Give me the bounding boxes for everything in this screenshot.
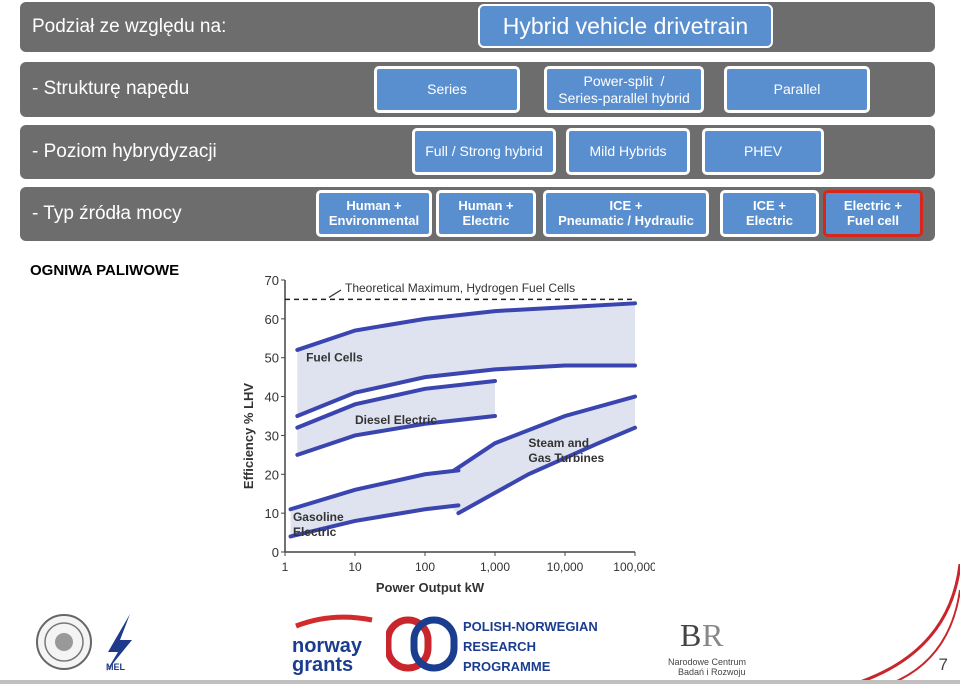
programme-line-3: PROGRAMME [463, 659, 551, 674]
region-fill [297, 303, 635, 416]
human-environmental-label: Human + Environmental [328, 197, 420, 228]
y-tick-label: 0 [272, 545, 279, 560]
hybridization-label: - Poziom hybrydyzacji [32, 141, 217, 162]
region-label: Fuel Cells [306, 351, 363, 365]
university-seal-logo [36, 614, 92, 670]
human-environmental-button[interactable]: Human + Environmental [316, 190, 432, 237]
electric-fuel-cell-label: Electric + Fuel cell [843, 197, 903, 228]
norway-swoosh [295, 614, 373, 629]
ice-pneumatic-button[interactable]: ICE + Pneumatic / Hydraulic [543, 190, 709, 237]
structure-label: - Strukturę napędu [32, 78, 190, 99]
region-lower-curve [288, 503, 461, 539]
ice-pneumatic-label: ICE + Pneumatic / Hydraulic [558, 197, 694, 228]
corner-swoosh [859, 563, 960, 684]
phev-button[interactable]: PHEV [702, 128, 824, 175]
y-tick-label: 50 [265, 351, 279, 366]
region-upper-curve [288, 468, 461, 512]
x-axis-label: Power Output kW [376, 580, 485, 595]
page-number: 7 [938, 655, 948, 674]
norway-grants-text: norway grants [292, 635, 363, 676]
ncbr-logo: B R Narodowe Centrum Badań i Rozwoju [668, 616, 768, 677]
region-lower-curve [456, 425, 637, 516]
region-upper-curve [295, 379, 497, 430]
x-tick-label: 100 [415, 560, 435, 574]
region-label: Gasoline [293, 510, 344, 524]
ice-electric-button[interactable]: ICE + Electric [720, 190, 819, 237]
y-tick-label: 40 [265, 390, 279, 405]
header-bar: Podział ze względu na: [20, 2, 935, 52]
electric-fuel-cell-button[interactable]: Electric + Fuel cell [823, 190, 923, 237]
region-label: Diesel Electric [355, 413, 437, 427]
x-tick-label: 10 [348, 560, 362, 574]
full-hybrid-button[interactable]: Full / Strong hybrid [412, 128, 556, 175]
y-tick-label: 60 [265, 312, 279, 327]
region-lower-curve [295, 363, 637, 418]
human-electric-button[interactable]: Human + Electric [436, 190, 536, 237]
x-tick-label: 10,000 [547, 560, 584, 574]
ncbr-line-2: Badań i Rozwoju [678, 667, 746, 677]
header-left-text: Podział ze względu na: [32, 16, 227, 37]
programme-line-1: POLISH-NORWEGIAN [463, 619, 598, 634]
reference-arrow [328, 289, 342, 298]
footer-divider [0, 680, 960, 684]
power-split-label: Power-split / Series-parallel hybrid [558, 73, 690, 106]
x-tick-label: 100,000 [613, 560, 655, 574]
human-electric-label: Human + Electric [458, 197, 514, 228]
polish-norwegian-emblem [386, 616, 458, 672]
svg-text:B: B [680, 617, 701, 652]
region-lower-curve [295, 414, 497, 457]
x-tick-label: 1,000 [480, 560, 510, 574]
y-tick-label: 30 [265, 428, 279, 443]
mild-hybrid-button[interactable]: Mild Hybrids [566, 128, 690, 175]
efficiency-chart: 0 10 20 30 40 50 60 70 1 10 100 1,000 10,000 100,000 E… [241, 273, 655, 595]
reference-line-label: Theoretical Maximum, Hydrogen Fuel Cells [345, 281, 575, 295]
y-axis-label: Efficiency % LHV [241, 383, 256, 490]
ncbr-line-1: Narodowe Centrum [668, 657, 747, 667]
page-title: Hybrid vehicle drivetrain [478, 4, 773, 48]
region-label: Electric [293, 525, 337, 539]
programme-name: POLISH-NORWEGIAN RESEARCH PROGRAMME [463, 617, 598, 677]
power-source-label: - Typ źródła mocy [32, 203, 182, 224]
region-upper-curve [423, 394, 637, 492]
region-label: Steam and [528, 436, 589, 450]
power-split-button[interactable]: Power-split / Series-parallel hybrid [544, 66, 704, 113]
region-label: Gas Turbines [528, 451, 604, 465]
region-fill [290, 470, 459, 537]
mel-text: MEL [106, 662, 126, 672]
programme-line-2: RESEARCH [463, 639, 536, 654]
ncbr-mark: B R [680, 617, 724, 653]
region-upper-curve [295, 301, 637, 352]
mel-logo: MEL [106, 614, 132, 672]
x-tick-label: 1 [282, 560, 289, 574]
y-tick-label: 70 [265, 273, 279, 288]
region-fill [425, 396, 635, 514]
norway-grants-logo: norway grants [292, 612, 376, 676]
svg-text:R: R [702, 617, 724, 652]
parallel-button[interactable]: Parallel [724, 66, 870, 113]
y-tick-label: 10 [265, 506, 279, 521]
series-button[interactable]: Series [374, 66, 520, 113]
section-title: OGNIWA PALIWOWE [30, 262, 180, 279]
ice-electric-label: ICE + Electric [746, 197, 793, 228]
y-tick-label: 20 [265, 467, 279, 482]
